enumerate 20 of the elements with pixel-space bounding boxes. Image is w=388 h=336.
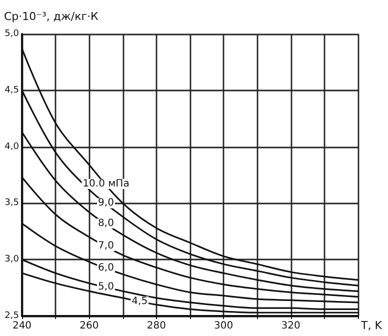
y-axis-title: Cp·10⁻³, дж/кг·К xyxy=(4,10,99,23)
x-axis-title: T, K xyxy=(360,319,383,332)
series-label: 6,0 xyxy=(98,262,114,274)
x-tick-label: 280 xyxy=(146,320,166,332)
series-label: 7,0 xyxy=(98,240,114,252)
y-tick-label: 4,0 xyxy=(4,142,20,152)
x-tick-label: 300 xyxy=(214,320,234,332)
y-tick-label: 5,0 xyxy=(4,29,20,39)
y-tick-label: 2,5 xyxy=(4,311,19,321)
x-tick-label: 260 xyxy=(80,320,99,332)
series-label: 4,5 xyxy=(132,296,148,307)
x-tick-label: 240 xyxy=(12,320,32,332)
y-tick-label: 4,5 xyxy=(4,85,19,96)
y-tick-label: 3,5 xyxy=(4,198,19,208)
y-tick-label: 3,0 xyxy=(4,254,20,265)
x-tick-label: 320 xyxy=(281,320,300,332)
series-label: 9,0 xyxy=(98,198,114,209)
series-label: 5,0 xyxy=(98,282,114,293)
series-label: 10.0 мПа xyxy=(82,178,130,190)
series-label: 8,0 xyxy=(98,218,114,230)
